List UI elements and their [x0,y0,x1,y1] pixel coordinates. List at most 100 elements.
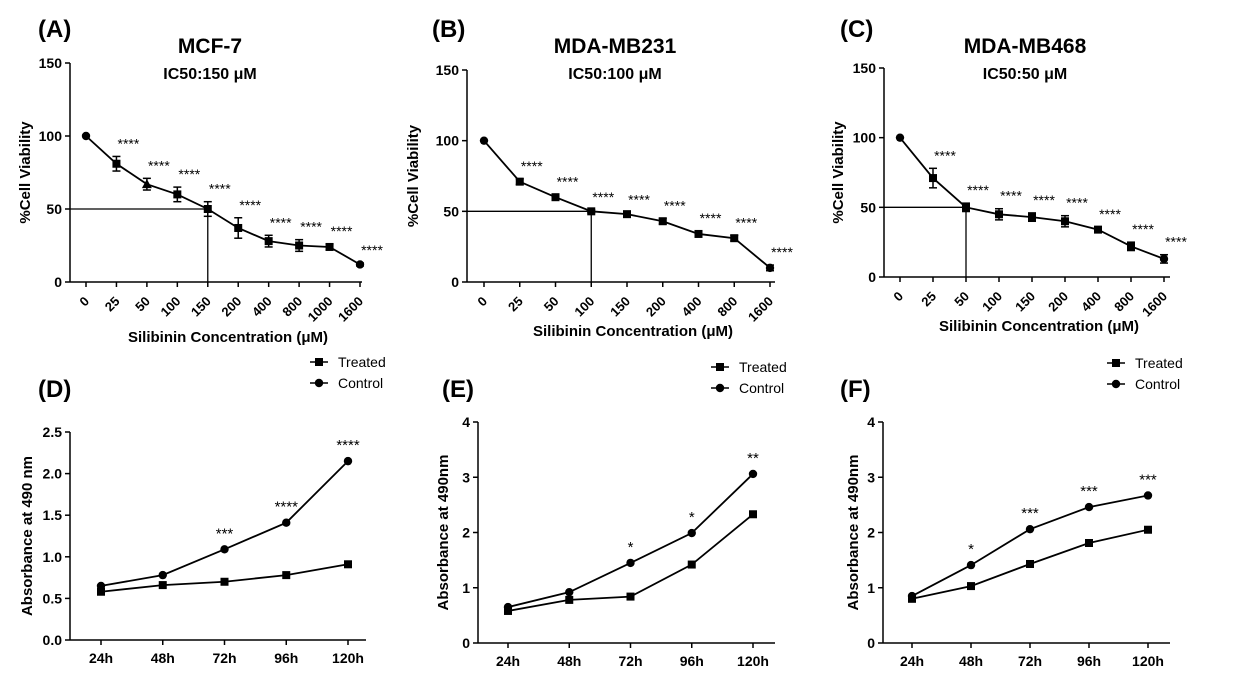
significance-label: *** [1021,505,1039,522]
legend-label-control: Control [338,375,383,391]
chart-subtitle: IC50:150 μM [163,66,256,83]
data-point-control [907,591,917,601]
data-point-control [220,545,229,554]
significance-label: **** [967,182,989,198]
legend-2: Treated Control [711,359,787,396]
data-point-treated [626,592,635,601]
x-tick-label: 400 [679,294,705,320]
legend-3: Treated Control [1107,355,1183,392]
significance-label: **** [331,223,353,239]
data-point [995,210,1003,219]
x-tick-label: 24h [900,653,924,669]
data-point-control [687,528,696,538]
data-point [1127,242,1135,251]
x-tick-label: 48h [959,653,983,669]
data-point-control [748,469,758,479]
y-tick-label: 150 [853,60,877,76]
x-tick-label: 0 [890,289,906,305]
y-tick-label: 0 [451,274,459,290]
x-tick-label: 400 [249,294,275,320]
legend-label-control: Control [739,380,784,396]
y-tick-label: 3 [462,469,470,485]
data-point [765,263,775,273]
y-axis-label: Absorbance at 490 nm [19,456,36,616]
legend-marker-control [314,378,324,388]
data-point [962,203,970,212]
x-tick-label: 72h [618,653,642,669]
x-tick-label: 25 [918,289,939,310]
y-axis-label: %Cell Viability [17,121,34,224]
panel-label: (B) [432,16,465,43]
significance-label: *** [1139,471,1157,488]
significance-label: ** [747,450,759,467]
x-tick-label: 1600 [335,294,366,325]
data-point-control [966,560,976,570]
x-tick-label: 150 [607,294,633,320]
chart-title: MDA-MB468 [964,35,1087,58]
data-point-control [96,581,106,591]
y-tick-label: 2 [867,525,875,541]
significance-label: **** [1132,221,1154,237]
data-point [203,205,212,213]
x-tick-label: 96h [680,653,704,669]
x-tick-label: 200 [643,294,669,320]
x-tick-label: 100 [979,289,1005,315]
y-tick-label: 3 [867,469,875,485]
y-tick-label: 100 [853,130,877,146]
data-point-treated [97,587,105,596]
significance-label: **** [1099,206,1121,222]
chart-panel-e: (E) 0 1 2 3 4 24h 48h 72h 96h 120h Absorbance at 49… [435,376,775,669]
legend-1: Treated Control [310,354,386,391]
legend-marker-control [1111,379,1121,389]
legend-marker-treated [315,358,323,366]
x-tick-label: 100 [158,294,184,320]
data-point-treated [967,582,975,591]
y-tick-label: 0 [868,269,876,285]
x-tick-label: 0 [474,294,490,310]
data-point [1094,225,1102,234]
data-point [112,159,121,168]
data-point [929,174,937,183]
panel-label: (D) [38,376,71,403]
y-tick-label: 1.5 [43,507,63,523]
x-tick-label: 100 [571,294,597,320]
panel-label: (C) [840,16,873,43]
y-axis-label: %Cell Viability [830,121,847,224]
significance-label: **** [1033,192,1055,208]
y-tick-label: 1 [867,580,875,596]
data-point [730,234,739,243]
data-point [264,237,273,246]
panel-label: (F) [840,376,871,403]
data-point-control [343,456,353,466]
significance-label: **** [275,499,299,516]
chart-panel-b: (B) MDA-MB231 IC50:100 μM 0 50 100 150 0 25 50 100… [405,16,793,340]
significance-label: **** [1000,188,1022,204]
data-point [325,242,334,251]
significance-label: **** [118,135,140,151]
panel-label: (A) [38,16,71,43]
chart-subtitle: IC50:50 μM [983,66,1067,83]
x-tick-label: 48h [151,650,175,666]
significance-label: **** [664,197,686,213]
legend-marker-treated [716,363,724,371]
data-point [355,260,365,269]
chart-title: MCF-7 [178,35,242,58]
data-point-treated [344,560,352,569]
data-point [1061,217,1069,226]
data-point-treated [282,571,291,580]
x-tick-label: 25 [505,294,526,315]
x-tick-label: 1000 [305,294,336,325]
x-tick-label: 72h [212,650,236,666]
x-tick-label: 150 [1012,289,1038,315]
y-tick-label: 0 [462,635,470,651]
y-axis-label: %Cell Viability [405,124,422,227]
significance-label: **** [239,197,261,213]
significance-label: **** [557,173,579,189]
data-point [1159,254,1169,264]
data-point-control [565,587,574,597]
x-tick-label: 800 [279,294,305,320]
chart-subtitle: IC50:100 μM [568,66,661,83]
x-tick-label: 25 [102,294,123,315]
